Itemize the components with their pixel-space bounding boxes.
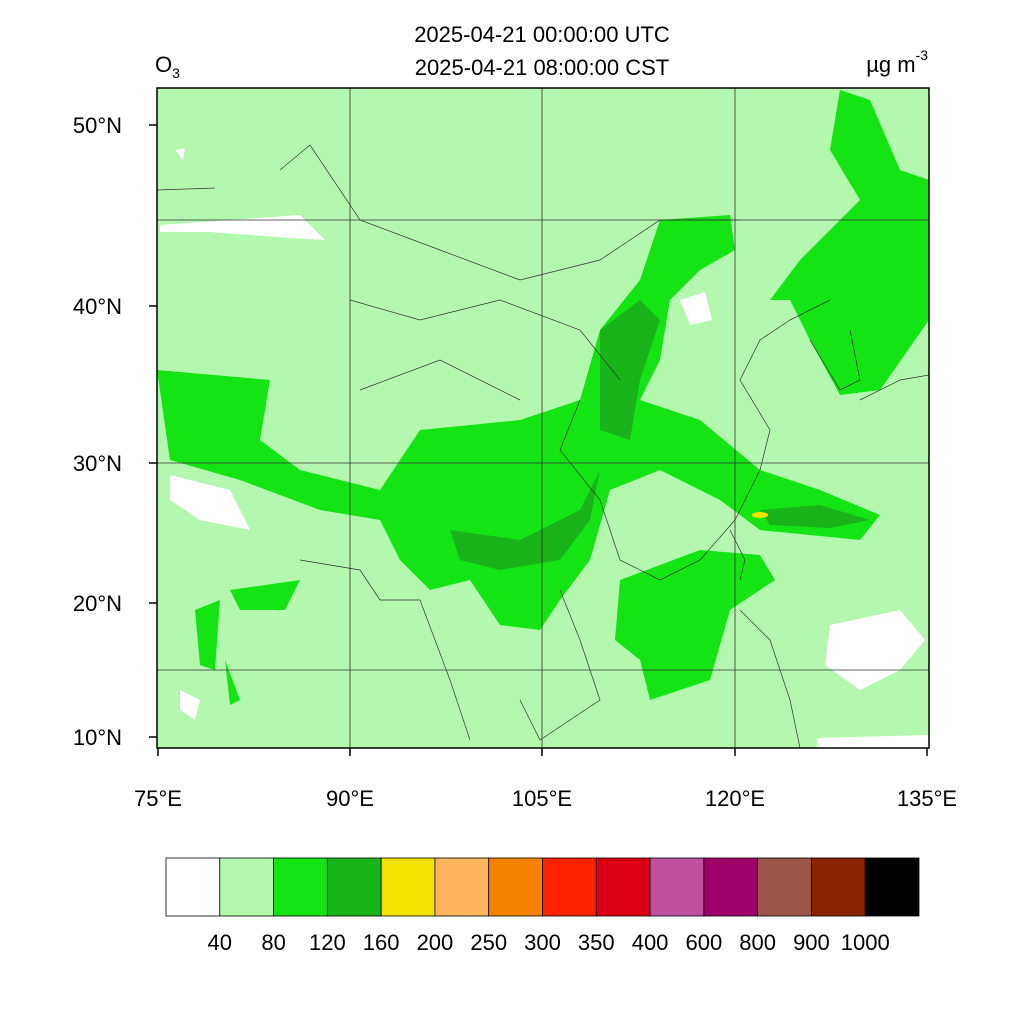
title-local: 2025-04-21 08:00:00 CST bbox=[415, 55, 669, 80]
colorbar-label: 400 bbox=[632, 930, 669, 955]
colorbar-swatch bbox=[649, 857, 705, 917]
units-label: µg m-3 bbox=[866, 47, 928, 77]
colorbar-swatch bbox=[488, 857, 543, 917]
lat-tick-label: 10°N bbox=[73, 725, 122, 750]
lat-tick-label: 30°N bbox=[73, 451, 122, 476]
colorbar-label: 40 bbox=[208, 930, 232, 955]
units-superscript: -3 bbox=[916, 47, 929, 63]
lon-tick-label: 75°E bbox=[134, 786, 182, 811]
units-text: µg m bbox=[866, 52, 915, 77]
lon-tick-label: 105°E bbox=[512, 786, 572, 811]
colorbar-label: 600 bbox=[685, 930, 722, 955]
title-utc: 2025-04-21 00:00:00 UTC bbox=[414, 22, 670, 47]
colorbar-label: 300 bbox=[524, 930, 561, 955]
variable-subscript: 3 bbox=[172, 65, 180, 81]
colorbar-label: 800 bbox=[739, 930, 776, 955]
colorbar-label: 160 bbox=[363, 930, 400, 955]
variable-name: O bbox=[155, 52, 172, 77]
variable-label: O3 bbox=[155, 52, 180, 81]
colorbar-swatch bbox=[434, 857, 490, 917]
colorbar-swatch bbox=[703, 857, 759, 917]
colorbar-label: 250 bbox=[470, 930, 507, 955]
lon-tick-label: 120°E bbox=[705, 786, 765, 811]
map bbox=[156, 87, 930, 749]
lat-tick-label: 40°N bbox=[73, 294, 122, 319]
high-regions bbox=[450, 300, 870, 570]
colorbar-swatch bbox=[595, 857, 651, 917]
colorbar-label: 120 bbox=[309, 930, 346, 955]
map-frame bbox=[156, 87, 930, 749]
lon-tick-label: 135°E bbox=[897, 786, 957, 811]
lon-tick-label: 90°E bbox=[326, 786, 374, 811]
colorbar-swatch bbox=[864, 857, 920, 917]
colorbar-label: 1000 bbox=[841, 930, 890, 955]
colorbar-swatch bbox=[380, 857, 436, 917]
colorbar-swatch bbox=[326, 857, 382, 917]
axis-ticks: 50°N 40°N 30°N 20°N 10°N 75°E 90°E 105°E 120°E 13… bbox=[73, 113, 957, 811]
colorbar-label: 200 bbox=[417, 930, 454, 955]
colorbar-swatch bbox=[811, 857, 866, 917]
colorbar-label: 900 bbox=[793, 930, 830, 955]
colorbar-label: 80 bbox=[261, 930, 285, 955]
colorbar-swatch bbox=[757, 857, 812, 917]
colorbar-swatch bbox=[165, 857, 221, 917]
colorbar-label: 350 bbox=[578, 930, 615, 955]
peak-region bbox=[752, 512, 768, 518]
lat-tick-label: 20°N bbox=[73, 591, 122, 616]
mid-regions bbox=[157, 90, 929, 705]
colorbar-swatch bbox=[219, 857, 274, 917]
colorbar: 40 80 120 160 200 250 300 350 400 600 800 900 1000 bbox=[165, 857, 920, 955]
colorbar-swatch bbox=[273, 857, 328, 917]
graticule bbox=[157, 88, 929, 748]
lat-tick-label: 50°N bbox=[73, 113, 122, 138]
colorbar-swatch bbox=[542, 857, 597, 917]
